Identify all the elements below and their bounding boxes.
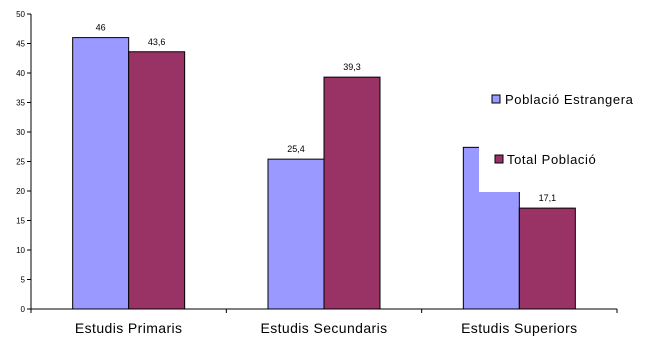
y-tick-label: 45 [16, 40, 25, 49]
data-label: 17,1 [539, 193, 557, 203]
bar-poblacio-estrangera [267, 158, 325, 310]
axes: 0 5 10 15 20 25 30 35 40 45 50 Estudis Primaris Estu… [16, 10, 618, 336]
legend: Població Estrangera Total Població [479, 86, 649, 192]
legend-label-poblacio-estrangera: Població Estrangera [505, 92, 634, 107]
y-tick-label: 40 [16, 69, 25, 78]
legend-swatch-total-poblacio [494, 154, 504, 164]
y-tick-label: 0 [21, 305, 26, 314]
bar-total-poblacio [323, 76, 381, 310]
legend-label-total-poblacio: Total Població [507, 152, 596, 167]
y-tick-label: 20 [16, 187, 25, 196]
y-tick-label: 25 [16, 158, 25, 167]
y-tick-label: 15 [16, 217, 25, 226]
bar-total-poblacio [128, 51, 186, 310]
bar-poblacio-estrangera [72, 37, 130, 310]
y-tick-label: 5 [21, 276, 26, 285]
legend-background [479, 86, 649, 192]
data-labels: 46 43,6 25,4 39,3 17,1 [96, 23, 556, 204]
y-tick-label: 30 [16, 128, 25, 137]
legend-swatch-poblacio-estrangera [491, 94, 501, 104]
y-tick-label: 50 [16, 10, 25, 19]
category-label: Estudis Primaris [75, 320, 183, 336]
category-label: Estudis Secundaris [260, 320, 387, 336]
data-label: 25,4 [287, 144, 305, 154]
data-label: 43,6 [148, 37, 166, 47]
category-label: Estudis Superiors [461, 320, 578, 336]
bars [72, 37, 576, 310]
y-tick-label: 10 [16, 246, 25, 255]
bar-total-poblacio [518, 207, 576, 310]
data-label: 39,3 [343, 62, 361, 72]
data-label: 46 [96, 23, 106, 33]
y-tick-label: 35 [16, 99, 25, 108]
